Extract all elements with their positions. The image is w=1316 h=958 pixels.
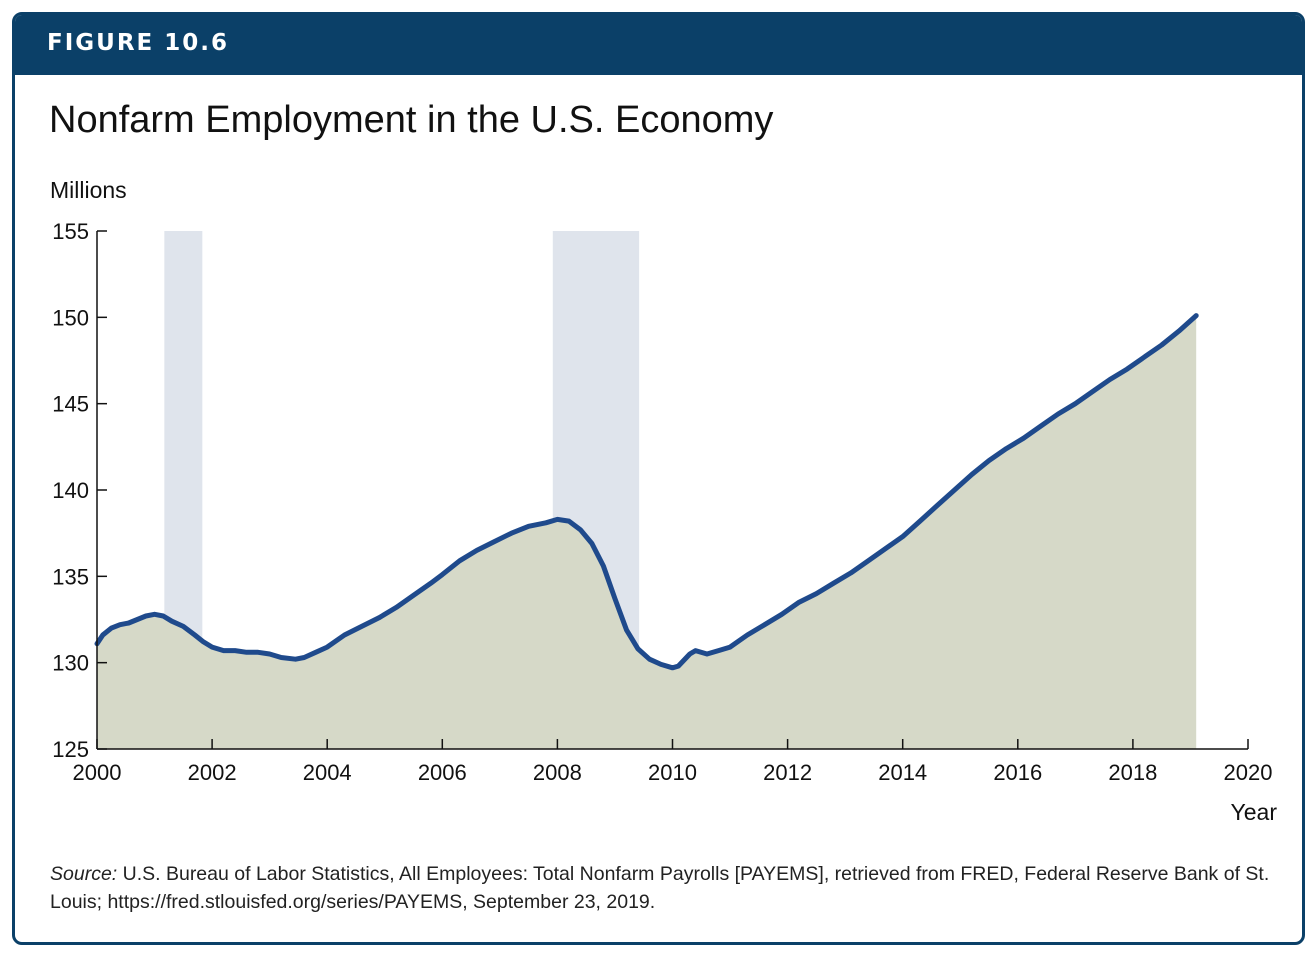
x-tick-label-2004: 2004 bbox=[303, 760, 352, 785]
x-tick-label-2014: 2014 bbox=[878, 760, 927, 785]
x-tick-label-2020: 2020 bbox=[1224, 760, 1273, 785]
x-tick-label-2012: 2012 bbox=[763, 760, 812, 785]
y-tick-label-140: 140 bbox=[52, 478, 89, 503]
figure-header: FIGURE 10.6 bbox=[15, 15, 1302, 75]
x-tick-label-2006: 2006 bbox=[418, 760, 467, 785]
y-tick-label-145: 145 bbox=[52, 392, 89, 417]
y-tick-label-130: 130 bbox=[52, 651, 89, 676]
y-tick-label-150: 150 bbox=[52, 305, 89, 330]
employment-line bbox=[94, 313, 1199, 671]
axes: 125 130 135 140 145 150 155 2000 2002 2004 2006 200… bbox=[52, 219, 1272, 785]
y-tick-label-135: 135 bbox=[52, 564, 89, 589]
figure-label: FIGURE 10.6 bbox=[47, 30, 230, 56]
source-label: Source: bbox=[50, 863, 118, 885]
line-layer bbox=[94, 313, 1199, 671]
x-axis-label: Year bbox=[1231, 799, 1278, 825]
x-tick-label-2000: 2000 bbox=[73, 760, 122, 785]
employment-area bbox=[97, 315, 1197, 749]
x-tick-label-2016: 2016 bbox=[993, 760, 1042, 785]
x-tick-label-2008: 2008 bbox=[533, 760, 582, 785]
y-axis-label: Millions bbox=[50, 177, 127, 203]
x-tick-label-2018: 2018 bbox=[1108, 760, 1157, 785]
source-note: Source: U.S. Bureau of Labor Statistics,… bbox=[50, 860, 1280, 916]
x-tick-label-2010: 2010 bbox=[648, 760, 697, 785]
y-tick-label-125: 125 bbox=[52, 737, 89, 762]
source-text: U.S. Bureau of Labor Statistics, All Emp… bbox=[50, 863, 1270, 913]
x-tick-label-2002: 2002 bbox=[188, 760, 237, 785]
y-tick-label-155: 155 bbox=[52, 219, 89, 244]
area-layer bbox=[97, 315, 1197, 749]
figure-title: Nonfarm Employment in the U.S. Economy bbox=[49, 99, 774, 141]
